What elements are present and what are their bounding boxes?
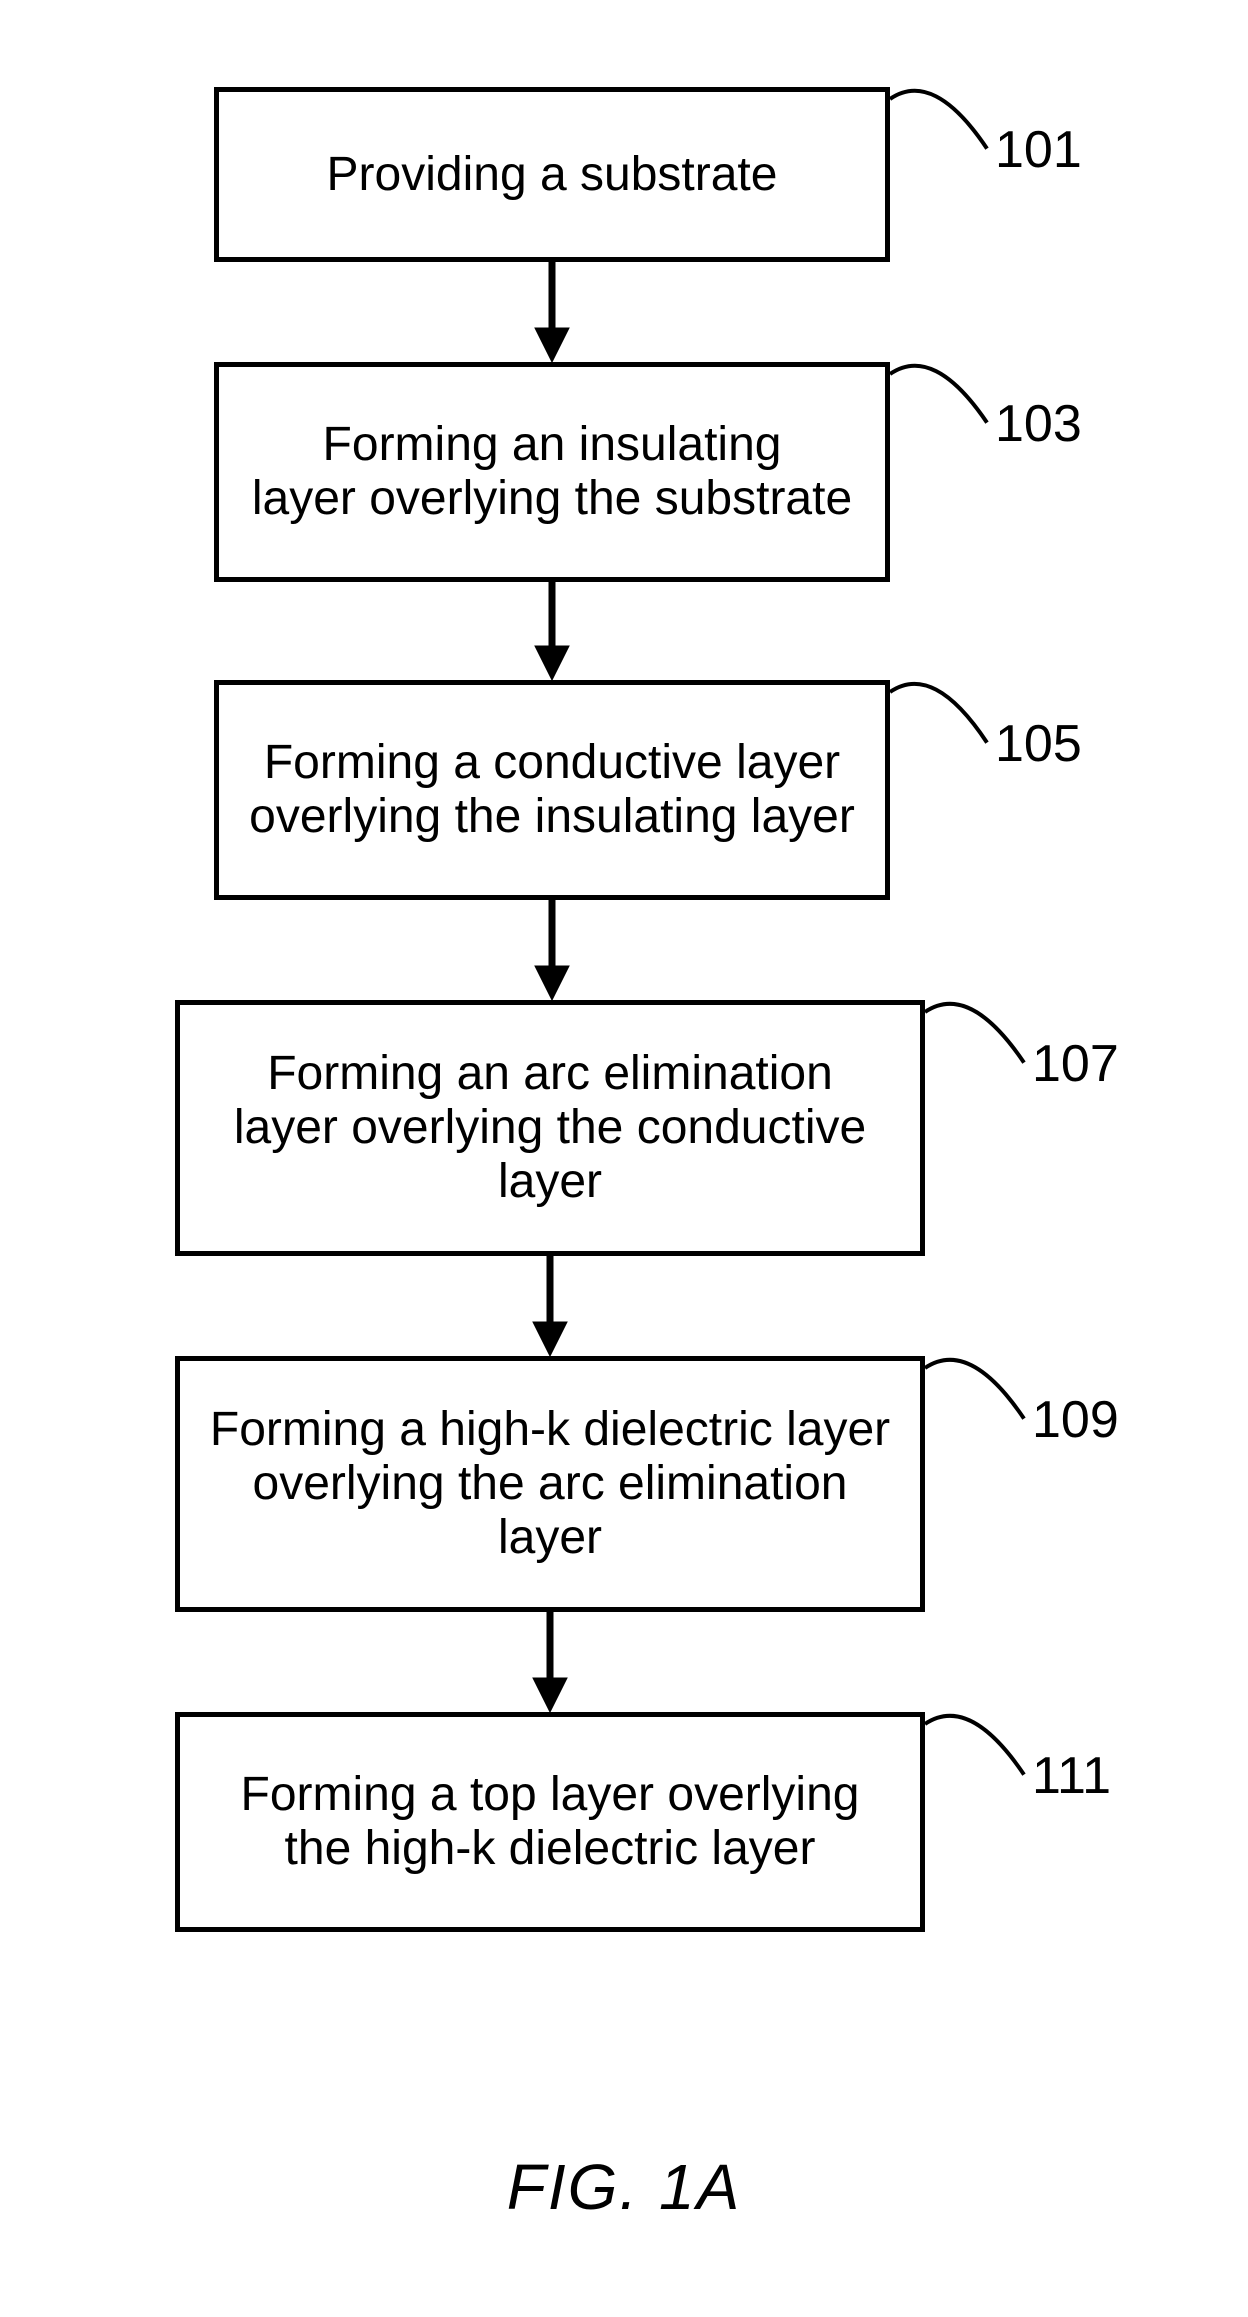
step-label-101: 101 bbox=[995, 120, 1082, 180]
flow-node-107: Forming an arc eliminationlayer overlyin… bbox=[175, 1000, 925, 1256]
step-label-109: 109 bbox=[1032, 1390, 1119, 1450]
flow-node-105: Forming a conductive layeroverlying the … bbox=[214, 680, 890, 900]
flow-node-109: Forming a high-k dielectric layeroverlyi… bbox=[175, 1356, 925, 1612]
flow-node-111: Forming a top layer overlyingthe high-k … bbox=[175, 1712, 925, 1932]
step-label-105: 105 bbox=[995, 714, 1082, 774]
flow-node-107-text: Forming an arc eliminationlayer overlyin… bbox=[234, 1047, 866, 1208]
flow-node-111-text: Forming a top layer overlyingthe high-k … bbox=[241, 1768, 860, 1876]
flow-node-101-text: Providing a substrate bbox=[327, 148, 778, 202]
step-label-107: 107 bbox=[1032, 1034, 1119, 1094]
flow-node-109-text: Forming a high-k dielectric layeroverlyi… bbox=[210, 1403, 890, 1564]
flow-node-105-text: Forming a conductive layeroverlying the … bbox=[249, 736, 855, 844]
step-label-111: 111 bbox=[1032, 1746, 1111, 1806]
flow-node-103-text: Forming an insulatinglayer overlying the… bbox=[252, 418, 852, 526]
flow-node-101: Providing a substrate bbox=[214, 87, 890, 262]
step-label-103: 103 bbox=[995, 394, 1082, 454]
figure-caption: FIG. 1A bbox=[507, 2150, 742, 2224]
page-canvas: Providing a substrate Forming an insulat… bbox=[0, 0, 1248, 2317]
flow-node-103: Forming an insulatinglayer overlying the… bbox=[214, 362, 890, 582]
